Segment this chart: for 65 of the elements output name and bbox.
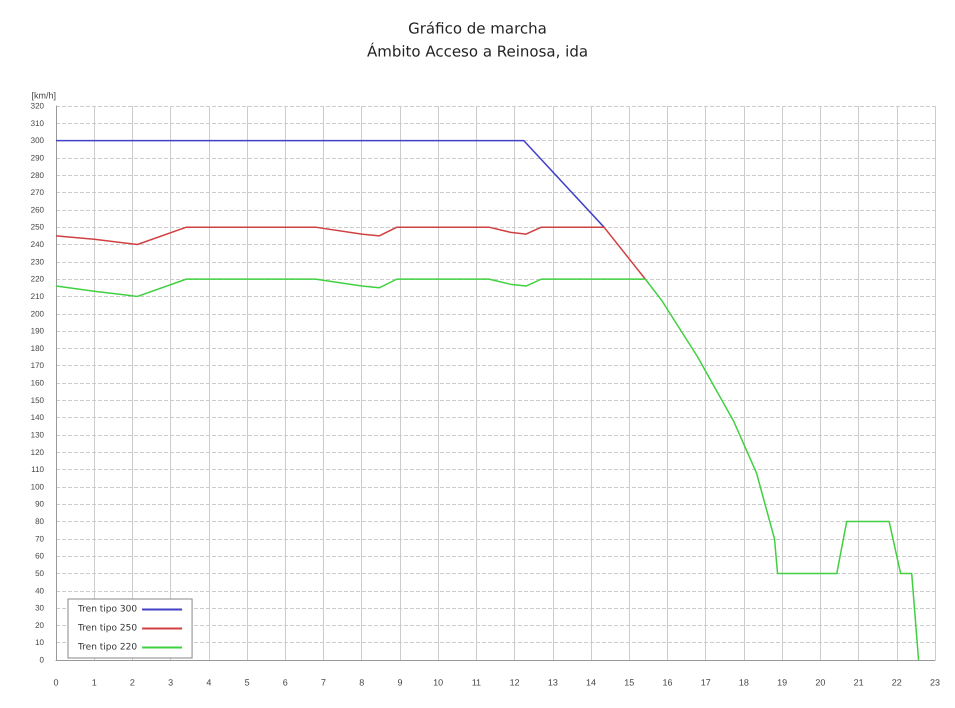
x-tick-label: 14 bbox=[586, 678, 596, 688]
y-tick-label: 30 bbox=[35, 604, 45, 613]
y-tick-label: 310 bbox=[30, 118, 45, 128]
x-tick-label: 1 bbox=[92, 678, 97, 688]
legend-label: Tren tipo 250 bbox=[76, 624, 138, 634]
chart-subtitle: Ámbito Acceso a Reinosa, ida bbox=[366, 42, 588, 60]
x-tick-label: 21 bbox=[854, 678, 864, 688]
y-tick-label: 240 bbox=[30, 240, 45, 249]
y-tick-label: 220 bbox=[30, 274, 45, 284]
x-tick-label: 5 bbox=[244, 678, 250, 688]
y-tick-label: 210 bbox=[30, 292, 45, 301]
x-tick-label: 0 bbox=[53, 678, 59, 688]
x-tick-label: 15 bbox=[624, 678, 634, 688]
y-tick-label: 280 bbox=[30, 170, 45, 180]
y-tick-label: 120 bbox=[30, 448, 45, 457]
y-tick-label: 200 bbox=[30, 309, 45, 318]
x-tick-label: 20 bbox=[815, 678, 826, 688]
y-tick-label: 250 bbox=[30, 222, 45, 232]
y-axis-title: [km/h] bbox=[31, 90, 56, 100]
y-tick-label: 260 bbox=[30, 205, 45, 214]
x-tick-label: 19 bbox=[777, 678, 788, 688]
x-tick-label: 12 bbox=[510, 678, 520, 688]
y-tick-label: 320 bbox=[30, 102, 45, 110]
line-series bbox=[55, 226, 646, 280]
y-tick-label: 130 bbox=[30, 430, 45, 440]
y-tick-label: 170 bbox=[30, 361, 45, 370]
chart-title: Gráfico de marcha bbox=[408, 20, 547, 38]
x-tick-label: 18 bbox=[738, 678, 749, 688]
x-tick-label: 8 bbox=[359, 678, 364, 688]
x-tick-label: 9 bbox=[397, 678, 402, 688]
y-tick-label: 230 bbox=[30, 257, 45, 266]
y-tick-label: 70 bbox=[35, 534, 45, 544]
x-tick-label: 17 bbox=[700, 678, 711, 688]
y-tick-label: 90 bbox=[35, 500, 45, 509]
y-tick-label: 290 bbox=[30, 153, 45, 162]
line-series bbox=[55, 278, 920, 661]
legend-label: Tren tipo 300 bbox=[76, 604, 138, 614]
y-tick-label: 140 bbox=[30, 413, 45, 422]
y-tick-label: 50 bbox=[35, 568, 45, 578]
y-tick-label: 20 bbox=[35, 620, 45, 630]
x-tick-label: 11 bbox=[472, 678, 482, 688]
y-tick-label: 150 bbox=[30, 396, 45, 405]
y-tick-label: 190 bbox=[30, 326, 45, 336]
y-tick-label: 10 bbox=[35, 638, 45, 648]
y-tick-label: 100 bbox=[30, 482, 45, 492]
x-tick-label: 2 bbox=[130, 678, 135, 688]
y-tick-label: 270 bbox=[30, 188, 45, 198]
y-tick-label: 160 bbox=[30, 378, 45, 388]
y-tick-label: 300 bbox=[30, 136, 45, 146]
x-tick-label: 6 bbox=[282, 678, 288, 688]
x-tick-label: 4 bbox=[206, 678, 212, 688]
x-tick-label: 10 bbox=[433, 678, 444, 688]
y-tick-label: 40 bbox=[35, 586, 45, 596]
y-tick-label: 80 bbox=[35, 517, 45, 526]
legend-label: Tren tipo 220 bbox=[76, 642, 138, 652]
x-tick-label: 3 bbox=[168, 678, 174, 688]
x-tick-label: 16 bbox=[662, 678, 672, 688]
y-tick-label: 180 bbox=[30, 344, 45, 353]
y-tick-label: 0 bbox=[40, 656, 45, 664]
x-tick-label: 22 bbox=[892, 678, 902, 688]
y-tick-label: 60 bbox=[35, 552, 45, 561]
x-tick-label: 7 bbox=[321, 678, 326, 688]
x-tick-label: 23 bbox=[930, 678, 940, 688]
x-tick-label: 13 bbox=[548, 678, 558, 688]
y-tick-label: 110 bbox=[31, 465, 45, 474]
